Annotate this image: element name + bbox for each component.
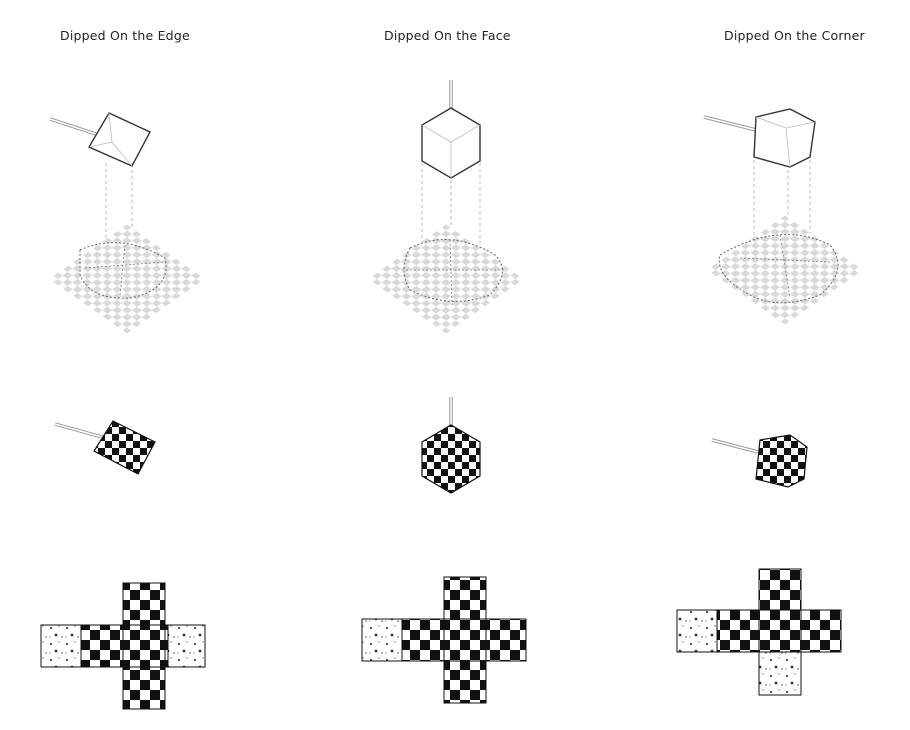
face-checker-cube <box>421 397 481 494</box>
face-top-cube <box>421 80 481 270</box>
corner-gray-grid <box>707 215 863 325</box>
edge-gray-grid <box>49 224 205 334</box>
column-title-face: Dipped On the Face <box>384 28 511 43</box>
column-title-edge: Dipped On the Edge <box>60 28 190 43</box>
edge-checker-cube <box>54 420 156 475</box>
face-unfolded-net <box>361 576 527 704</box>
face-gray-grid <box>368 224 524 334</box>
edge-unfolded-net <box>40 582 206 710</box>
corner-unfolded-net <box>676 568 842 696</box>
corner-checker-cube <box>711 434 808 488</box>
column-title-corner: Dipped On the Corner <box>724 28 865 43</box>
corner-top-cube <box>703 108 816 250</box>
edge-top-cube <box>49 112 151 255</box>
